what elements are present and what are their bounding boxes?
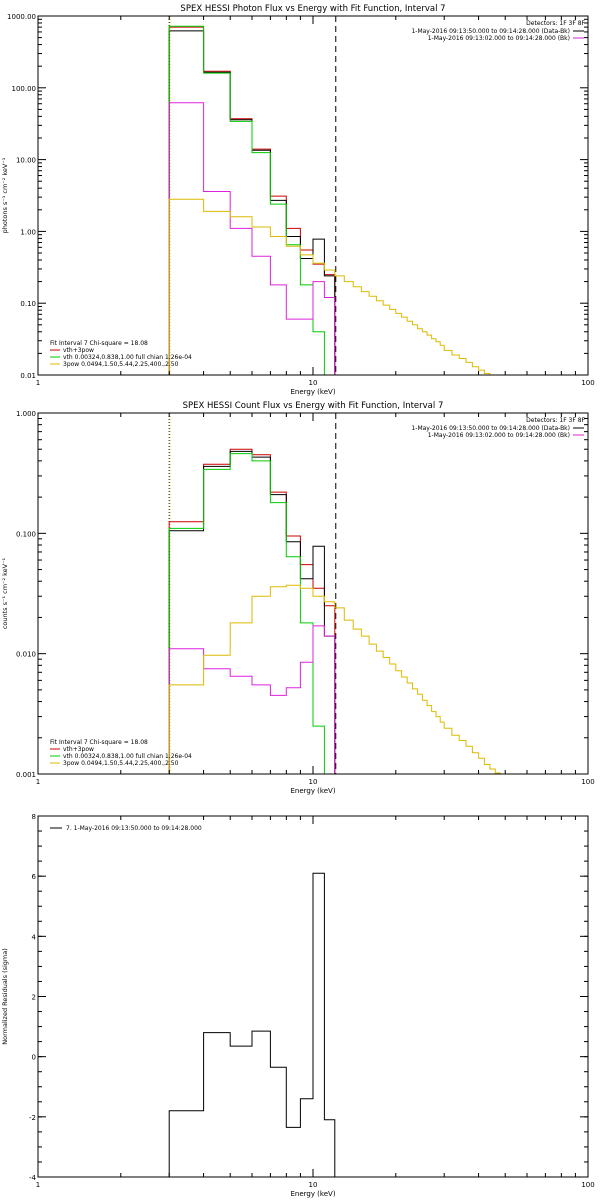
photon-flux-chart: SPEX HESSI Photon Flux vs Energy with Fi…	[1, 4, 595, 396]
x-tick-label: 1	[36, 778, 40, 786]
legend-label: 3pow 0.0494,1.50,5.44,2.25,400.,2.50	[63, 361, 179, 368]
residuals-chart: 1 10 100 Energy (keV) -4 -2 0 2 4 6 8 Normalized Re…	[1, 813, 595, 1198]
x-axis-label: Energy (keV)	[290, 388, 335, 396]
chart-title: SPEX HESSI Photon Flux vs Energy with Fi…	[180, 4, 445, 14]
y-tick-label: -2	[29, 1114, 36, 1122]
legend-header: Fit Interval 7 Chi-square = 18.08	[50, 739, 148, 746]
series-group	[168, 872, 336, 1177]
y-tick-label: 0.010	[16, 651, 36, 659]
x-axis-label: Energy (keV)	[290, 787, 335, 795]
legend-label: 1-May-2016 09:13:50.000 to 09:14:28.000 …	[411, 28, 570, 35]
series-line	[168, 584, 501, 774]
legend-label: vth 0.00324,0.838,1.00 full chian 1.26e-…	[63, 354, 192, 361]
count-flux-panel: SPEX HESSI Count Flux vs Energy with Fit…	[0, 400, 600, 800]
chart-title: SPEX HESSI Count Flux vs Energy with Fit…	[183, 401, 444, 411]
y-tick-label: 0.01	[20, 372, 36, 380]
legend-label: vth+3pow	[63, 347, 94, 354]
photon-flux-panel: SPEX HESSI Photon Flux vs Energy with Fi…	[0, 0, 600, 400]
x-tick-label: 100	[581, 778, 594, 786]
series-line	[168, 450, 336, 774]
x-tick-label: 10	[309, 379, 318, 387]
y-tick-label: 100.00	[12, 85, 37, 93]
y-tick-label: 0	[32, 1054, 36, 1062]
y-tick-label: -4	[29, 1174, 37, 1182]
legend-label: 1-May-2016 09:13:02.000 to 09:14:28.000 …	[428, 432, 570, 439]
x-tick-label: 1	[36, 1181, 40, 1189]
legend-header: Detectors: 1F 3F 8F	[526, 417, 585, 424]
series-line	[168, 26, 336, 375]
x-tick-label: 10	[309, 778, 318, 786]
legend-label: 7. 1-May-2016 09:13:50.000 to 09:14:28.0…	[66, 825, 202, 832]
y-tick-label: 10.00	[16, 157, 36, 165]
legend-label: 3pow 0.0494,1.50,5.44,2.25,400.,2.50	[63, 760, 179, 767]
y-axis-label: counts s⁻¹ cm⁻² keV⁻¹	[1, 557, 9, 629]
y-tick-label: 0.10	[20, 300, 36, 308]
legend-label: vth+3pow	[63, 746, 94, 753]
series-line	[168, 453, 325, 774]
series-line	[168, 872, 336, 1177]
series-line	[168, 198, 491, 375]
y-axis-label: Normalized Residuals (sigma)	[1, 948, 9, 1045]
series-line	[168, 448, 336, 774]
x-tick-label: 100	[581, 379, 594, 387]
legend-header: Detectors: 1F 3F 8F	[526, 20, 585, 27]
y-tick-label: 0.001	[16, 771, 36, 779]
series-line	[168, 30, 336, 375]
legend-label: vth 0.00324,0.838,1.00 full chian 1.26e-…	[63, 753, 192, 760]
y-tick-label: 1.00	[20, 228, 36, 236]
legend-header: Fit Interval 7 Chi-square = 18.08	[50, 340, 148, 347]
x-axis-label: Energy (keV)	[290, 1190, 335, 1198]
series-group	[168, 25, 491, 375]
y-tick-label: 6	[32, 873, 37, 881]
y-tick-label: 4	[32, 933, 37, 941]
y-tick-label: 1.000	[16, 410, 36, 418]
series-line	[168, 25, 325, 375]
series-line	[168, 102, 336, 375]
count-flux-chart: SPEX HESSI Count Flux vs Energy with Fit…	[1, 401, 595, 795]
y-tick-label: 2	[32, 994, 36, 1002]
y-tick-label: 1000.00	[7, 13, 36, 21]
y-tick-label: 0.100	[16, 530, 36, 538]
y-axis-label: photons s⁻¹ cm⁻² keV⁻¹	[1, 157, 9, 233]
y-tick-label: 8	[32, 813, 36, 821]
series-line	[168, 625, 336, 774]
legend-label: 1-May-2016 09:13:02.000 to 09:14:28.000 …	[428, 35, 570, 42]
x-tick-label: 10	[309, 1181, 318, 1189]
legend-label: 1-May-2016 09:13:50.000 to 09:14:28.000 …	[411, 425, 570, 432]
series-group	[168, 448, 501, 774]
x-tick-label: 1	[36, 379, 40, 387]
x-tick-label: 100	[581, 1181, 594, 1189]
residuals-panel: 1 10 100 Energy (keV) -4 -2 0 2 4 6 8 Normalized Re…	[0, 800, 600, 1200]
